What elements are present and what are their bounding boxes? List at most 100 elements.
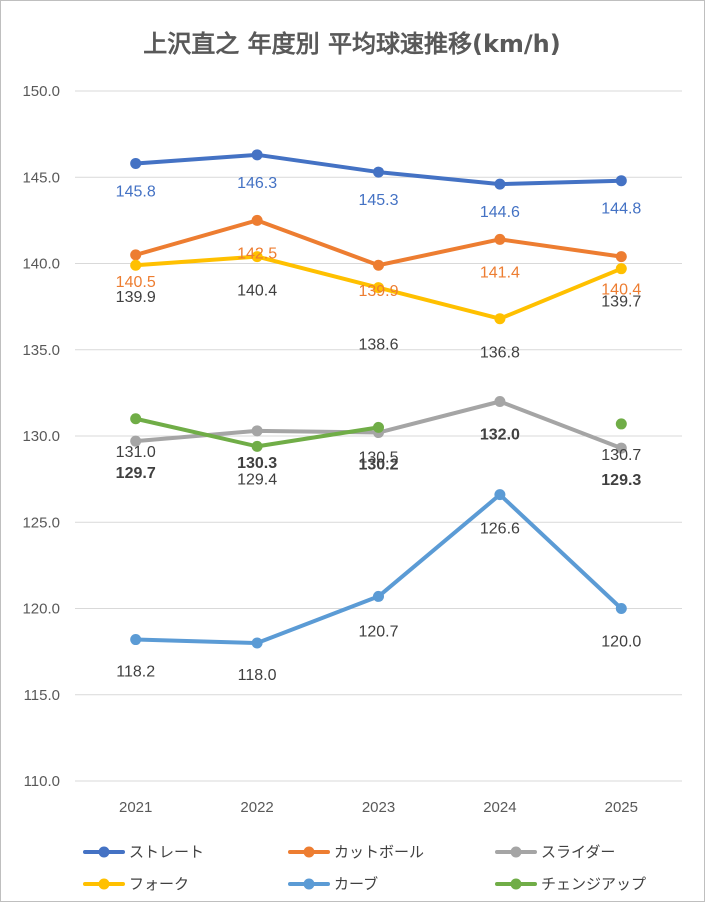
legend-label: スライダー [541,843,615,861]
data-label: 130.3 [237,455,277,472]
data-label: 118.2 [116,664,155,681]
y-tick-label: 115.0 [24,687,60,704]
series-line [133,492,624,645]
gridlines [75,90,682,782]
data-label: 130.2 [358,457,398,474]
legend-swatch-marker [98,878,110,890]
data-label: 144.6 [480,204,520,221]
data-point [373,421,384,433]
series-5 [130,489,627,649]
data-label: 139.9 [116,289,156,306]
data-label: 129.3 [601,472,641,489]
data-point [615,603,627,614]
legend-item: スライダー [495,843,615,861]
y-tick-label: 135.0 [22,342,60,359]
y-tick-label: 145.0 [22,169,60,186]
legend-label: チェンジアップ [541,875,646,893]
series-6 [130,413,627,452]
legend-swatch-marker [510,846,522,858]
data-point [494,233,506,245]
x-tick-label: 2021 [119,799,152,816]
data-label: 130.7 [601,447,641,464]
data-label: 118.0 [238,667,277,684]
x-tick-label: 2023 [362,799,395,816]
legend-item: チェンジアップ [495,875,646,893]
data-point [130,249,142,261]
data-point [615,263,627,275]
data-label: 139.7 [601,294,641,311]
legend-swatch-marker [98,846,110,858]
data-point [615,175,627,187]
data-label: 129.7 [116,465,156,482]
data-label: 140.5 [116,274,156,291]
data-point [130,634,142,646]
y-tick-label: 120.0 [22,601,60,618]
legend-item: カットボール [288,843,424,861]
data-label: 120.7 [358,623,398,640]
data-point [494,489,506,501]
y-tick-label: 130.0 [22,428,60,445]
data-point [615,442,627,454]
data-label: 144.8 [601,201,641,218]
data-point [494,313,506,325]
x-tick-label: 2024 [483,799,516,816]
y-tick-label: 125.0 [22,514,60,531]
y-axis-ticks: 110.0 115.0 120.0 125.0 130.0 135.0 140.0 145.0… [22,83,60,790]
data-label: 132.0 [480,427,520,444]
legend-swatch-marker [303,846,315,858]
legend-label: ストレート [129,843,204,861]
y-tick-label: 110.0 [24,773,60,790]
data-point [494,178,506,190]
data-point [130,157,142,169]
legend-item: カーブ [288,875,378,893]
data-label: 129.4 [237,471,277,488]
data-point [373,259,384,271]
legend-label: カーブ [334,875,378,893]
series-1 [130,149,627,190]
data-label: 131.0 [116,444,156,461]
data-label: 145.8 [116,183,156,200]
data-point [373,166,384,178]
legend-item: フォーク [83,875,189,893]
data-point [251,440,263,452]
x-tick-label: 2025 [605,799,638,816]
legend-swatch-marker [510,878,522,890]
data-label: 146.3 [237,175,277,192]
data-point [251,251,263,263]
data-label: 130.5 [358,449,398,466]
data-label: 141.4 [480,264,520,281]
data-label: 140.4 [237,283,277,300]
y-tick-label: 150.0 [22,83,60,100]
legend-label: カットボール [334,843,424,861]
chart-title: 上沢直之 年度別 平均球速推移(km/h) [143,30,560,58]
y-tick-label: 140.0 [22,256,60,273]
data-point [615,418,627,430]
legend-label: フォーク [129,875,189,893]
data-label: 120.0 [601,634,641,651]
x-axis-ticks: 2021 2022 2023 2024 2025 [119,799,638,816]
data-label: 140.4 [601,282,641,299]
legend-swatch-marker [303,878,315,890]
series-group [130,149,627,649]
data-point [251,637,263,649]
data-label: 136.8 [480,345,520,362]
data-labels-group: 145.8 146.3 145.3 144.6 144.8 140.5 142.5 139.9… [116,175,642,684]
data-point [251,214,263,226]
legend-item: ストレート [83,843,204,861]
data-point [373,590,384,602]
data-point [494,396,506,407]
series-4 [130,251,627,325]
data-point [251,149,263,161]
data-point [130,435,142,447]
data-point [615,251,627,263]
data-label: 126.6 [480,521,520,538]
series-2 [130,214,627,271]
data-point [130,413,142,425]
data-label: 145.3 [358,192,398,209]
data-point [251,425,263,437]
data-label: 142.5 [237,245,277,262]
data-point [373,282,384,294]
